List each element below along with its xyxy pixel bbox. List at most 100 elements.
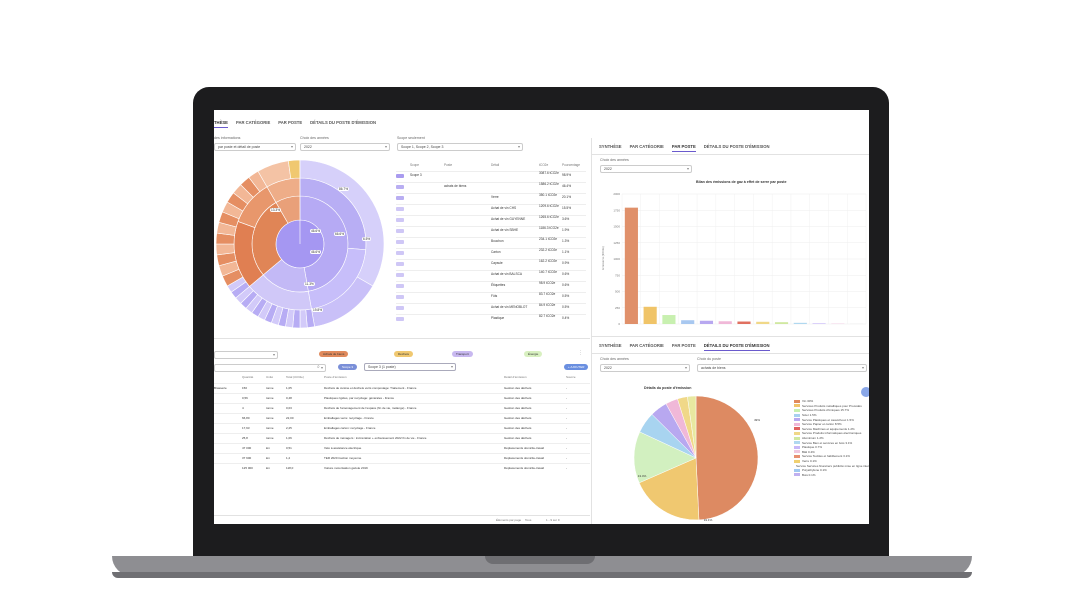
rb-year-select[interactable]: 2022 (600, 364, 690, 372)
scope-table-row[interactable]: Achat de vin BALSCA 140.7 tCO2e 0.6% (396, 270, 586, 279)
legend-item[interactable]: Service Produits informatiques électroni… (794, 431, 869, 436)
laptop-base-shadow (112, 572, 972, 578)
bar[interactable] (718, 321, 732, 324)
bar[interactable] (812, 323, 826, 324)
tab-par-poste[interactable]: PAR POSTE (671, 144, 696, 152)
filter2-select[interactable]: 2022 (300, 143, 390, 151)
scope-table-row[interactable]: Carton 232.2 tCO2e 1.1% (396, 248, 586, 257)
chat-fab-button[interactable] (861, 387, 869, 397)
bar[interactable] (624, 207, 638, 324)
pill-energie[interactable]: Énergie (524, 351, 543, 357)
pill-transport[interactable]: Transport (452, 351, 473, 357)
add-button[interactable]: + AJOUTER (564, 364, 589, 370)
bar[interactable] (756, 321, 770, 324)
tab-details-poste[interactable]: DÉTAILS DU POSTE D'ÉMISSION (310, 120, 376, 125)
rb-poste-select[interactable]: achats de biens (697, 364, 867, 372)
row-color-swatch (396, 185, 404, 189)
scope-table-row[interactable]: Achat de vin SBHE 1186.3 tCO2e 1.9% (396, 226, 586, 235)
legend-item[interactable]: Services Produits chimiques 15.7% (794, 408, 869, 413)
header-cell[interactable]: Poste d'émission (324, 375, 347, 379)
scope-table-row[interactable]: Achat de vin MENOBLOT 84.9 tCO2e 0.5% (396, 303, 586, 312)
filter1-select[interactable]: par poste et détail de poste (214, 143, 296, 151)
pill-achats[interactable]: Achats de biens (319, 351, 349, 357)
sunburst-ring3-segment[interactable] (299, 309, 308, 328)
tab-synthese[interactable]: THÈSE (214, 120, 228, 128)
scope-table-row[interactable]: Scope 3 3087.6 tCO2e 98.9% (396, 171, 586, 180)
table-cell: Déplacements domicile-travail (504, 466, 545, 470)
legend-item[interactable]: Polyéthylène 0.1% (794, 468, 869, 473)
scope-table-row[interactable]: Achat de vin GUYENNE 1265.6 tCO2e 3.6% (396, 215, 586, 224)
table-row[interactable]: 47 000 km 0,51 Vélo à assistance électrique… (214, 443, 590, 453)
right-year-select[interactable]: 2022 (600, 165, 692, 173)
scope-table-row[interactable]: Verre 350.1 tCO2e 20.1% (396, 193, 586, 202)
legend-item[interactable]: Bois 0.1% (794, 473, 869, 478)
legend-item[interactable]: Plastique 0.7% (794, 445, 869, 450)
pill-dechets[interactable]: Déchets (394, 351, 414, 357)
bar[interactable] (737, 321, 751, 324)
bar[interactable] (681, 320, 695, 324)
pager-select[interactable]: Tous (525, 518, 532, 522)
legend-item[interactable]: Scier 1.5% (794, 413, 869, 418)
scope-table-row[interactable]: Plastique 82.7 tCO2e 0.4% (396, 314, 586, 323)
row-color-swatch (396, 284, 404, 288)
pie-slice[interactable] (695, 395, 759, 521)
table-row[interactable]: 4 tonne 0,03 Déchets de l'aménagement de l'… (214, 403, 590, 413)
scope-table-row[interactable]: achats de biens 1586.2 tCO2e 46.4% (396, 182, 586, 191)
tab-par-poste[interactable]: PAR POSTE (671, 343, 696, 348)
category-select[interactable] (214, 351, 278, 359)
table-row[interactable]: 0,56 tonne 0,48 Plastiques rigides, par rec… (214, 393, 590, 403)
bar[interactable] (643, 306, 657, 324)
header-cell[interactable]: Détail d'émission (504, 375, 527, 379)
bar[interactable] (793, 322, 807, 324)
table-row[interactable]: 125 000 km 118,0 Voiture motorisation gazol… (214, 463, 590, 473)
legend-item[interactable]: Services Produits métalliques pour Procé… (794, 404, 869, 409)
tab-par-categorie[interactable]: PAR CATÉGORIE (235, 120, 271, 125)
scope-table-row[interactable]: Fûts 83.7 tCO2e 0.5% (396, 292, 586, 301)
sunburst-label: 6.5% (362, 237, 372, 241)
legend-item[interactable]: Service Machines et équipements 1.2% (794, 427, 869, 432)
tab-par-categorie[interactable]: PAR CATÉGORIE (629, 144, 664, 149)
bar[interactable] (774, 322, 789, 324)
bar[interactable] (699, 320, 714, 324)
legend-item[interactable]: Service Services financiers publicité mi… (794, 463, 869, 468)
more-options-icon[interactable]: ⋮ (578, 350, 583, 356)
filter-chip[interactable]: Scope 3 (338, 364, 358, 370)
scope-table-row[interactable]: Bouchon 234.1 tCO2e 1.3% (396, 237, 586, 246)
legend-item[interactable]: Vin 30% (794, 399, 869, 404)
table-row[interactable]: 17,93 tonne 2,25 Emballages carton: recycla… (214, 423, 590, 433)
header-cell[interactable]: Total (tCO2e) (286, 375, 304, 379)
legend-item[interactable]: Aluminium 1.2% (794, 436, 869, 441)
legend-item[interactable]: Service Textiles et habillement 3.1% (794, 454, 869, 459)
legend-item[interactable]: Verre 0.1% (794, 459, 869, 464)
legend-item[interactable]: Bâti 0.4% (794, 450, 869, 455)
tab-details-poste[interactable]: DÉTAILS DU POSTE D'ÉMISSION (703, 343, 770, 351)
bar[interactable] (662, 315, 676, 324)
legend-item[interactable]: Service Papier et carton 8.5% (794, 422, 869, 427)
tab-details-poste[interactable]: DÉTAILS DU POSTE D'ÉMISSION (703, 144, 770, 149)
filter3-select[interactable]: Scope 1, Scope 2, Scope 3 (397, 143, 523, 151)
header-cell[interactable]: Unité (266, 375, 274, 379)
table-cell: Gestion des déchets (504, 426, 532, 430)
table-row[interactable]: 25,8 tonne 1,06 Déchets de ménagers : incin… (214, 433, 590, 443)
scope-table-row[interactable]: Achat de vin CHS 1209.6 tCO2e 15.5% (396, 204, 586, 213)
search-input[interactable] (214, 364, 326, 372)
header-cell[interactable]: Quantité (242, 375, 254, 379)
legend-label: Service Papier et carton 8.5% (802, 422, 842, 427)
table-row[interactable]: Brasserie 150 tonne 1,05 Déchets de cuisine … (214, 383, 590, 393)
scope-filter-select[interactable]: Scope 3 (1 poste) (364, 363, 456, 371)
cell-scope: Scope 3 (410, 173, 422, 177)
pie-slice[interactable] (687, 395, 697, 459)
tab-par-poste[interactable]: PAR POSTE (278, 120, 303, 125)
header-cell[interactable]: Source (566, 375, 576, 379)
scope-table-row[interactable]: Capsule 162.2 tCO2e 0.9% (396, 259, 586, 268)
tab-synthese[interactable]: SYNTHÈSE (599, 343, 622, 348)
table-row[interactable]: 37 900 km 1,2 TER 2020 traction moyenne Dépl… (214, 453, 590, 463)
legend-item[interactable]: Service Plastiques et caoutchouc 1.5% (794, 417, 869, 422)
pie-slice[interactable] (638, 457, 700, 521)
tab-synthese[interactable]: SYNTHÈSE (599, 144, 622, 149)
legend-item[interactable]: Service Bien et services en bois 3.1% (794, 440, 869, 445)
sunburst-ring3-segment[interactable] (287, 160, 301, 179)
table-row[interactable]: 66,80 tonne 22,00 Emballages verre: recycla… (214, 413, 590, 423)
tab-par-categorie[interactable]: PAR CATÉGORIE (629, 343, 664, 348)
scope-table-row[interactable]: Étiquettes 98.9 tCO2e 0.6% (396, 281, 586, 290)
